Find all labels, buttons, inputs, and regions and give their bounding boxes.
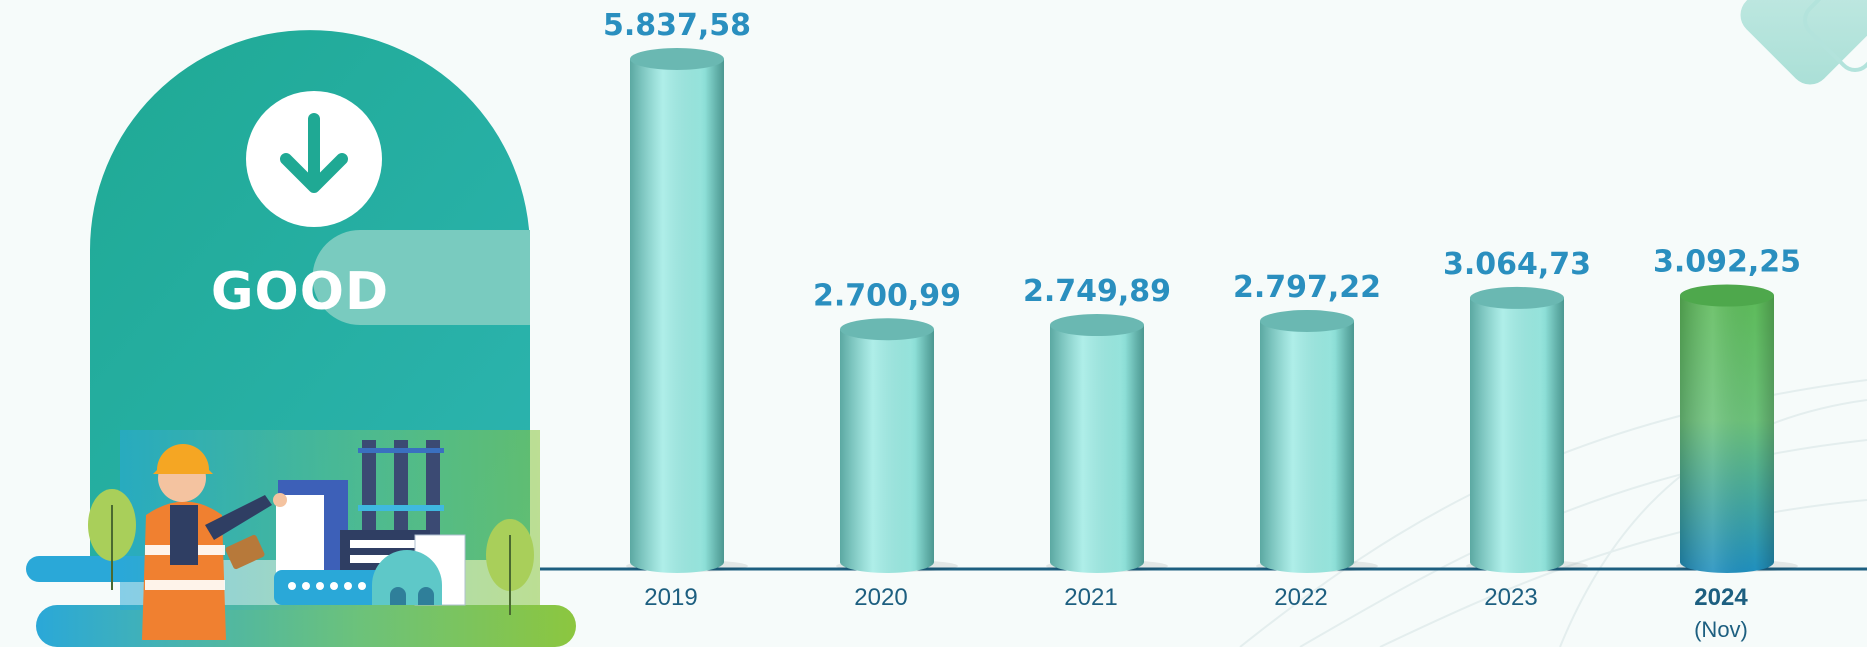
factory-illustration (274, 440, 466, 606)
corner-decoration (1740, 0, 1867, 85)
bar-2022 (1256, 309, 1378, 573)
value-label-2020: 2.700,99 (813, 278, 961, 313)
value-label-2021: 2.749,89 (1023, 274, 1171, 309)
arrow-down-circle-icon (246, 91, 382, 227)
x-tick-label-2024: 2024 (1694, 584, 1748, 611)
bar-2021 (1046, 314, 1168, 573)
worker-illustration (142, 444, 287, 640)
x-tick-label-2019: 2019 (644, 584, 697, 611)
value-label-2024: 3.092,25 (1653, 245, 1801, 280)
bar-2020 (836, 318, 958, 573)
x-tick-label-2023: 2023 (1484, 584, 1537, 611)
value-label-2022: 2.797,22 (1233, 270, 1381, 305)
x-tick-label-2022: 2022 (1274, 584, 1327, 611)
value-label-2023: 3.064,73 (1443, 247, 1591, 282)
status-panel (90, 30, 530, 561)
x-tick-sublabel-2024: (Nov) (1694, 617, 1748, 642)
value-label-2019: 5.837,58 (603, 8, 751, 43)
bar-2024 (1676, 284, 1798, 573)
x-tick-label-2021: 2021 (1064, 584, 1117, 611)
tree-illustration (88, 489, 534, 615)
x-tick-label-2020: 2020 (854, 584, 907, 611)
status-label: GOOD (210, 262, 390, 322)
bar-2023 (1466, 286, 1588, 573)
bar-2019 (626, 48, 748, 573)
